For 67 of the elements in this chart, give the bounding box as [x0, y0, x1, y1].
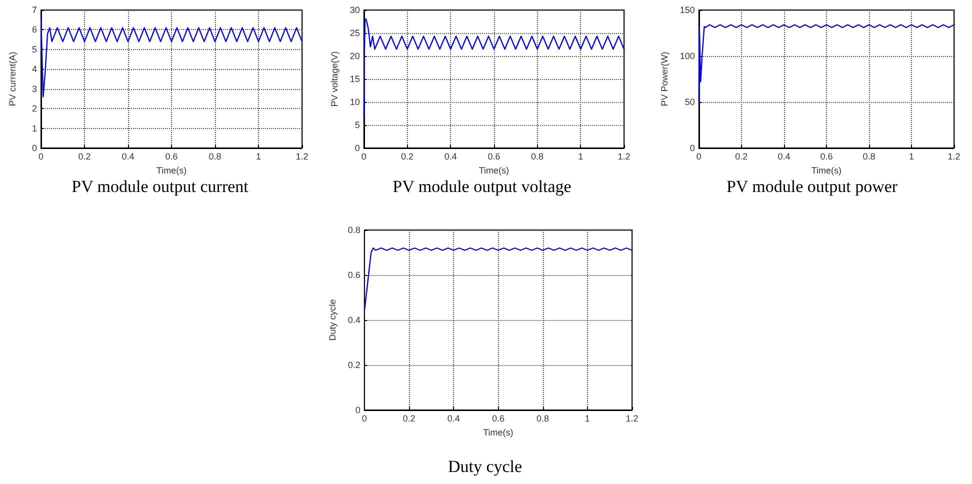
text: PV module output voltage [392, 177, 572, 196]
x-tick-label: 0.2 [402, 414, 416, 424]
x-tick-label: 0.6 [820, 152, 833, 162]
x-tick-label: 1.2 [626, 414, 638, 424]
y-tick-label: 3 [32, 84, 37, 94]
x-tick-label: 0.6 [165, 152, 178, 162]
x-tick-label: 1 [256, 152, 262, 162]
line-series [364, 247, 633, 312]
x-tick-label: 1 [584, 414, 590, 424]
y-tick-label: 20 [350, 51, 360, 61]
text: Duty cycle [448, 457, 522, 476]
x-tick-label: 0 [38, 152, 44, 162]
x-tick-label: 0.8 [536, 414, 550, 424]
line-series [40, 17, 303, 98]
y-tick-label: 2 [32, 104, 37, 114]
x-tick-label: 1.2 [948, 152, 960, 162]
line-series [363, 18, 625, 116]
x-tick-label: 0 [696, 152, 702, 162]
x-tick-label: 0.4 [122, 152, 134, 162]
y-tick-label: 15 [350, 74, 360, 84]
x-tick-label: 1 [578, 152, 584, 162]
y-tick-label: 6 [32, 24, 37, 35]
y-axis-title: PV current(A) [8, 52, 18, 106]
y-tick-label: 7 [32, 5, 37, 15]
text: PV module output current [72, 177, 249, 196]
x-tick-label: 0.4 [447, 414, 460, 424]
y-tick-label: 0 [355, 405, 360, 415]
y-tick-label: 5 [32, 44, 37, 54]
y-axis-title: PV voltage(V) [330, 51, 340, 107]
y-tick-label: 10 [350, 97, 360, 107]
x-tick-label: 0.6 [488, 152, 500, 162]
x-axis-title: Time(s) [811, 166, 842, 176]
y-axis-title: PV Power(W) [660, 52, 670, 106]
y-axis-title: Duty cycle [328, 299, 338, 341]
y-tick-label: 0.6 [348, 270, 360, 280]
y-tick-label: 25 [350, 28, 360, 38]
x-tick-label: 1.2 [618, 152, 630, 162]
y-tick-label: 0.8 [348, 225, 360, 235]
y-tick-label: 100 [680, 51, 695, 61]
x-tick-label: 1.2 [296, 152, 308, 162]
x-tick-label: 0.4 [444, 152, 457, 162]
x-tick-label: 0.2 [401, 152, 414, 162]
y-tick-label: 1 [32, 123, 37, 134]
x-axis-title: Time(s) [483, 428, 514, 438]
y-tick-label: 4 [32, 64, 37, 74]
x-tick-label: 0.2 [735, 152, 748, 162]
y-tick-label: 0 [32, 143, 37, 153]
x-tick-label: 0.8 [862, 152, 876, 162]
y-tick-label: 50 [684, 97, 695, 107]
x-tick-label: 0.8 [531, 152, 544, 162]
y-tick-label: 0 [354, 143, 360, 153]
text: PV module output power [726, 177, 898, 196]
y-tick-label: 30 [350, 5, 360, 15]
x-tick-label: 1 [908, 152, 914, 162]
x-axis-title: Time(s) [478, 166, 510, 176]
x-tick-label: 0.2 [78, 152, 91, 162]
y-tick-label: 0.4 [348, 315, 360, 325]
y-tick-label: 0 [690, 143, 695, 153]
y-tick-label: 0.2 [348, 360, 360, 370]
x-axis-title: Time(s) [156, 166, 187, 176]
y-tick-label: 5 [354, 120, 360, 130]
x-tick-label: 0.4 [778, 152, 790, 162]
x-tick-label: 0.8 [208, 152, 222, 162]
line-series [698, 24, 955, 103]
x-tick-label: 0 [362, 414, 367, 424]
x-tick-label: 0.6 [492, 414, 504, 424]
y-tick-label: 150 [680, 5, 695, 15]
